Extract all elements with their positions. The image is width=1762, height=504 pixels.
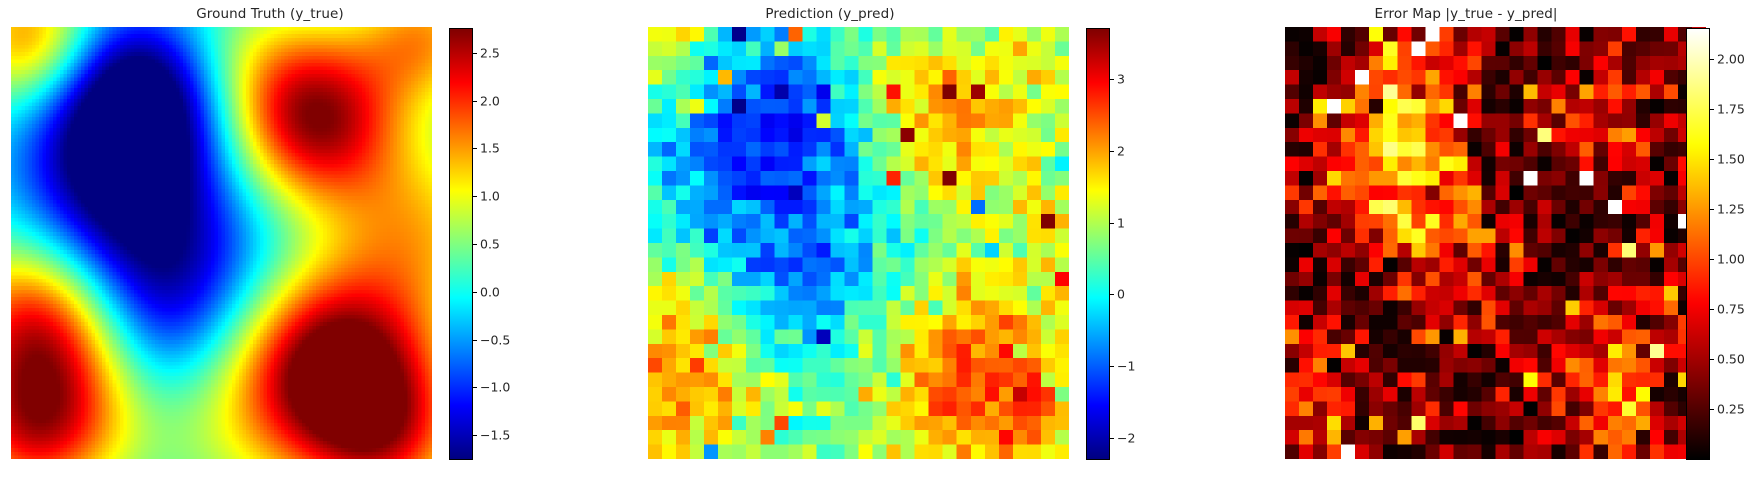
- colorbar-tick-label: 1.75: [1717, 101, 1745, 117]
- heatmap-canvas-ground-truth: [11, 27, 432, 459]
- colorbar-tick-label: −1: [1117, 358, 1136, 374]
- colorbar-tick-label: −1.5: [480, 427, 511, 443]
- colorbar-ticks-error-map: 2.00 1.75 1.50 1.25 1.00 0.75 0.50 0.25: [1709, 29, 1762, 459]
- panel-ground-truth: Ground Truth (y_true) 2.5 2.0 1.5 1.0 0.5 0.0…: [0, 0, 540, 504]
- colorbar-tick-label: 0: [1117, 286, 1125, 302]
- colorbar-tick-label: 0.75: [1717, 301, 1745, 317]
- colorbar-tick-label: 3: [1117, 71, 1125, 87]
- colorbar-tick-mark: [1109, 150, 1114, 152]
- colorbar-tick-label: 1: [1117, 215, 1125, 230]
- colorbar-tick-label: 0.0: [480, 284, 500, 300]
- colorbar-ground-truth: 2.5 2.0 1.5 1.0 0.5 0.0 −0.5 −1.0 −1.5: [449, 28, 510, 460]
- colorbar-gradient-prediction: [1087, 29, 1109, 459]
- colorbar-gradient-ground-truth: [450, 29, 472, 459]
- colorbar-tick-mark: [472, 435, 477, 437]
- colorbar-tick-mark: [1109, 79, 1114, 81]
- colorbar-tick-label: 0.25: [1717, 401, 1745, 417]
- colorbar-tick-label: 1.0: [480, 188, 500, 204]
- colorbar-tick-mark: [1109, 437, 1114, 439]
- colorbar-gradient-error-map: [1687, 29, 1709, 459]
- colorbar-tick-label: 2.5: [480, 45, 500, 61]
- colorbar-tick-mark: [1709, 108, 1714, 110]
- heatmap-ground-truth: [11, 27, 432, 459]
- colorbar-tick-label: −2: [1117, 430, 1136, 445]
- colorbar-tick-mark: [472, 291, 477, 293]
- colorbar-tick-label: −1.0: [480, 379, 511, 395]
- heatmap-canvas-prediction: [648, 27, 1069, 459]
- colorbar-tick-label: 0.5: [480, 236, 500, 252]
- panel-title-prediction: Prediction (y_pred): [765, 6, 895, 22]
- colorbar-tick-mark: [1709, 359, 1714, 360]
- colorbar-tick-label: 1.50: [1717, 151, 1745, 167]
- colorbar-tick-mark: [472, 148, 477, 150]
- colorbar-tick-mark: [1109, 365, 1114, 367]
- colorbar-tick-mark: [1709, 209, 1714, 210]
- colorbar-tick-label: 1.25: [1717, 201, 1745, 217]
- colorbar-tick-label: 2.00: [1717, 51, 1745, 67]
- colorbar-error-map: 2.00 1.75 1.50 1.25 1.00 0.75 0.50 0.25: [1686, 28, 1745, 460]
- colorbar-ticks-prediction: 3 2 1 0 −1 −2: [1109, 29, 1179, 459]
- colorbar-tick-mark: [472, 387, 477, 389]
- panel-error-map: Error Map |y_true - y_pred| 2.00 1.75 1.50…: [1225, 0, 1762, 504]
- colorbar-tick-mark: [1109, 294, 1114, 296]
- panel-title-ground-truth: Ground Truth (y_true): [196, 6, 344, 22]
- colorbar-tick-mark: [472, 244, 477, 245]
- colorbar-tick-label: 2.0: [480, 93, 500, 109]
- colorbar-tick-mark: [472, 52, 477, 54]
- colorbar-tick-label: 1.5: [480, 140, 500, 156]
- panel-prediction: Prediction (y_pred) 3 2 1 0 −1 −2: [588, 0, 1148, 504]
- colorbar-tick-mark: [472, 196, 477, 198]
- colorbar-tick-label: −0.5: [480, 332, 511, 348]
- heatmap-error-map: [1285, 27, 1706, 459]
- colorbar-tick-mark: [1709, 59, 1714, 60]
- colorbar-ticks-ground-truth: 2.5 2.0 1.5 1.0 0.5 0.0 −0.5 −1.0 −1.5: [472, 29, 542, 459]
- colorbar-tick-label: 1.00: [1717, 251, 1745, 267]
- panel-title-error-map: Error Map |y_true - y_pred|: [1374, 6, 1558, 22]
- colorbar-tick-mark: [472, 100, 477, 102]
- colorbar-tick-mark: [1709, 409, 1714, 410]
- colorbar-tick-label: 0.50: [1717, 351, 1745, 367]
- colorbar-tick-mark: [1709, 259, 1714, 260]
- colorbar-tick-mark: [472, 339, 477, 341]
- colorbar-prediction: 3 2 1 0 −1 −2: [1086, 28, 1135, 460]
- colorbar-tick-mark: [1709, 309, 1714, 310]
- heatmap-prediction: [648, 27, 1069, 459]
- colorbar-tick-mark: [1709, 159, 1714, 160]
- colorbar-tick-label: 2: [1117, 143, 1125, 159]
- heatmap-canvas-error-map: [1285, 27, 1706, 459]
- colorbar-tick-mark: [1109, 222, 1114, 224]
